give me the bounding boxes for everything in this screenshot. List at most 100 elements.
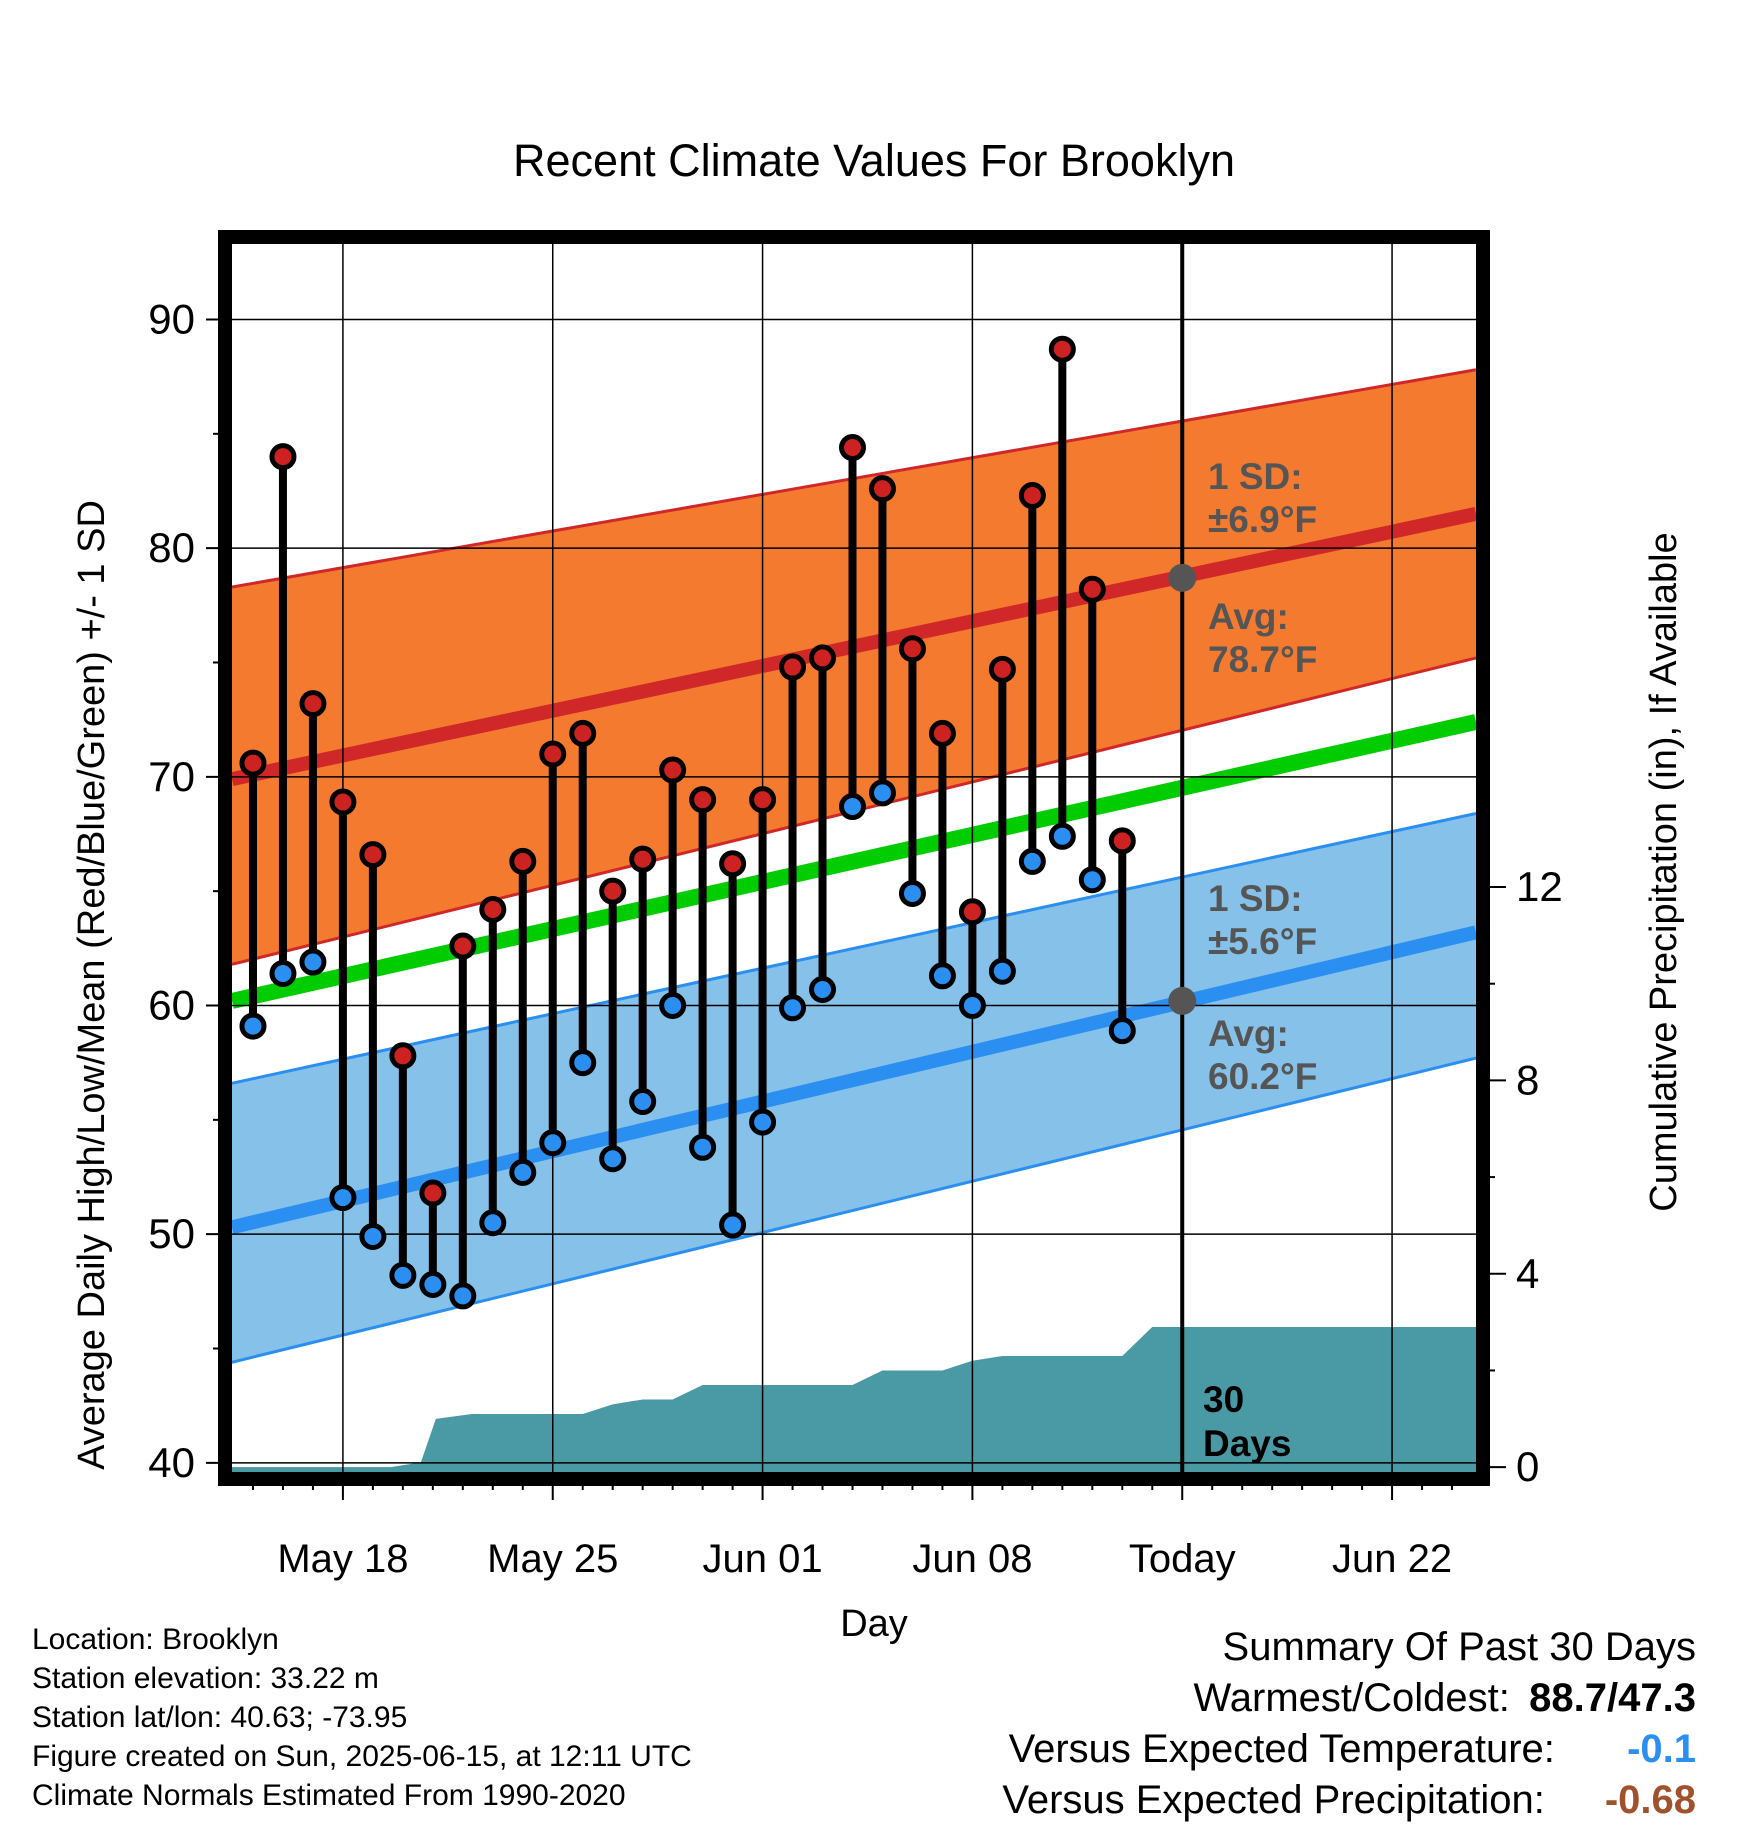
low-temp-point — [779, 994, 807, 1022]
high-temp-point — [719, 850, 747, 878]
high-temp-point — [539, 740, 567, 768]
low-sd-annotation: 1 SD: ±5.6°F — [1208, 878, 1317, 962]
low-temp-point — [988, 957, 1016, 985]
low-temp-point — [1078, 866, 1106, 894]
low-temp-point — [359, 1222, 387, 1250]
y-axis-label: Average Daily High/Low/Mean (Red/Blue/Gr… — [71, 500, 113, 1470]
high-temp-point — [599, 877, 627, 905]
summary-title: Summary Of Past 30 Days — [1222, 1625, 1696, 1669]
x-tick-label: Today — [1129, 1537, 1236, 1581]
x-axis-label: Day — [840, 1603, 908, 1645]
temp-diff-value: -0.1 — [1627, 1727, 1696, 1771]
high-temp-point — [1048, 335, 1076, 363]
plot-area: 40 50 60 70 80 90 0 4 8 12 May 18 May 25 Jun 01 Jun 0… — [148, 230, 1563, 1581]
high-temp-point — [1018, 482, 1046, 510]
summary-precip-row: Versus Expected Precipitation: -0.68 — [1002, 1775, 1696, 1826]
normal-low-line — [232, 925, 1476, 1235]
high-temp-point — [809, 644, 837, 672]
low-sd-band-upper-edge — [232, 811, 1476, 1085]
station-info: Location: Brooklyn Station elevation: 33… — [32, 1620, 692, 1815]
normal-mean-line — [232, 714, 1476, 1009]
high-temp-point — [359, 841, 387, 869]
x-tick-label: May 18 — [277, 1537, 408, 1581]
high-temp-point — [269, 443, 297, 471]
summary-panel: Summary Of Past 30 Days Warmest/Coldest:… — [1002, 1622, 1696, 1826]
low-temp-point — [329, 1184, 357, 1212]
low-temp-point — [269, 959, 297, 987]
low-temp-point — [928, 962, 956, 990]
low-temp-point — [509, 1158, 537, 1186]
high-temp-point — [629, 845, 657, 873]
high-temp-point — [659, 756, 687, 784]
warm-cold-label: Warmest/Coldest: — [1193, 1676, 1510, 1720]
y-tick-label: 90 — [148, 295, 195, 342]
elevation-text: Station elevation: 33.22 m — [32, 1662, 379, 1695]
high-temp-point — [958, 898, 986, 926]
high-avg-annotation: Avg: 78.7°F — [1208, 596, 1317, 680]
high-temp-point — [898, 635, 926, 663]
low-temp-point — [389, 1261, 417, 1289]
y-tick-label: 70 — [148, 753, 195, 800]
y2-tick-label: 4 — [1516, 1250, 1539, 1297]
latlon-text: Station lat/lon: 40.63; -73.95 — [32, 1701, 408, 1734]
y2-tick-label: 0 — [1516, 1443, 1539, 1490]
location-text: Location: Brooklyn — [32, 1623, 279, 1656]
window-annotation: 30 Days — [1203, 1379, 1291, 1464]
low-temp-point — [599, 1145, 627, 1173]
low-temp-point — [419, 1270, 447, 1298]
summary-temp-row: Versus Expected Temperature: -0.1 — [1002, 1724, 1696, 1775]
high-temp-point — [779, 653, 807, 681]
precip-area — [232, 1326, 1476, 1472]
low-sd-band — [232, 813, 1476, 1363]
x-tick-label: May 25 — [487, 1537, 618, 1581]
high-temp-point — [239, 749, 267, 777]
high-temp-point — [449, 932, 477, 960]
low-temp-point — [1018, 847, 1046, 875]
high-temp-point — [329, 788, 357, 816]
y2-tick-label: 8 — [1516, 1056, 1539, 1103]
low-temp-point — [239, 1012, 267, 1040]
high-temp-point — [479, 895, 507, 923]
summary-warm-cold-row: Warmest/Coldest: 88.7/47.3 — [1002, 1673, 1697, 1724]
low-temp-point — [1048, 822, 1076, 850]
high-temp-point — [389, 1042, 417, 1070]
high-temp-point — [868, 475, 896, 503]
normals-text: Climate Normals Estimated From 1990-2020 — [32, 1779, 626, 1812]
plot-content — [232, 244, 1476, 1472]
y2-tick-label: 12 — [1516, 863, 1563, 910]
created-text: Figure created on Sun, 2025-06-15, at 12… — [32, 1740, 692, 1773]
plot-frame — [218, 230, 1490, 1486]
high-temp-point — [988, 655, 1016, 683]
low-avg-annotation: Avg: 60.2°F — [1208, 1013, 1317, 1097]
low-temp-point — [449, 1282, 477, 1310]
low-temp-point — [898, 879, 926, 907]
low-temp-point — [629, 1088, 657, 1116]
low-sd-band-lower-edge — [232, 1056, 1476, 1364]
high-temp-point — [928, 719, 956, 747]
high-temp-point — [1078, 575, 1106, 603]
low-temp-point — [1108, 1017, 1136, 1045]
high-temp-point — [299, 690, 327, 718]
precip-diff-label: Versus Expected Precipitation: — [1002, 1778, 1545, 1822]
low-temp-point — [539, 1129, 567, 1157]
today-high-avg-marker — [1168, 563, 1197, 592]
temp-diff-label: Versus Expected Temperature: — [1008, 1727, 1555, 1771]
high-temp-point — [749, 786, 777, 814]
warm-cold-value: 88.7/47.3 — [1529, 1676, 1696, 1720]
y-tick-label: 40 — [148, 1439, 195, 1486]
high-temp-point — [419, 1179, 447, 1207]
high-sd-annotation: 1 SD: ±6.9°F — [1208, 456, 1317, 540]
x-tick-label: Jun 22 — [1332, 1537, 1452, 1581]
high-temp-point — [839, 434, 867, 462]
x-tick-label: Jun 01 — [703, 1537, 823, 1581]
low-temp-point — [299, 948, 327, 976]
x-tick-label: Jun 08 — [912, 1537, 1032, 1581]
high-temp-point — [509, 847, 537, 875]
y2-axis-label: Cumulative Precipitation (in), If Availa… — [1643, 532, 1685, 1211]
low-temp-point — [719, 1211, 747, 1239]
low-temp-point — [479, 1209, 507, 1237]
low-temp-point — [958, 991, 986, 1019]
chart-title: Recent Climate Values For Brooklyn — [513, 135, 1235, 186]
y-tick-label: 60 — [148, 981, 195, 1028]
